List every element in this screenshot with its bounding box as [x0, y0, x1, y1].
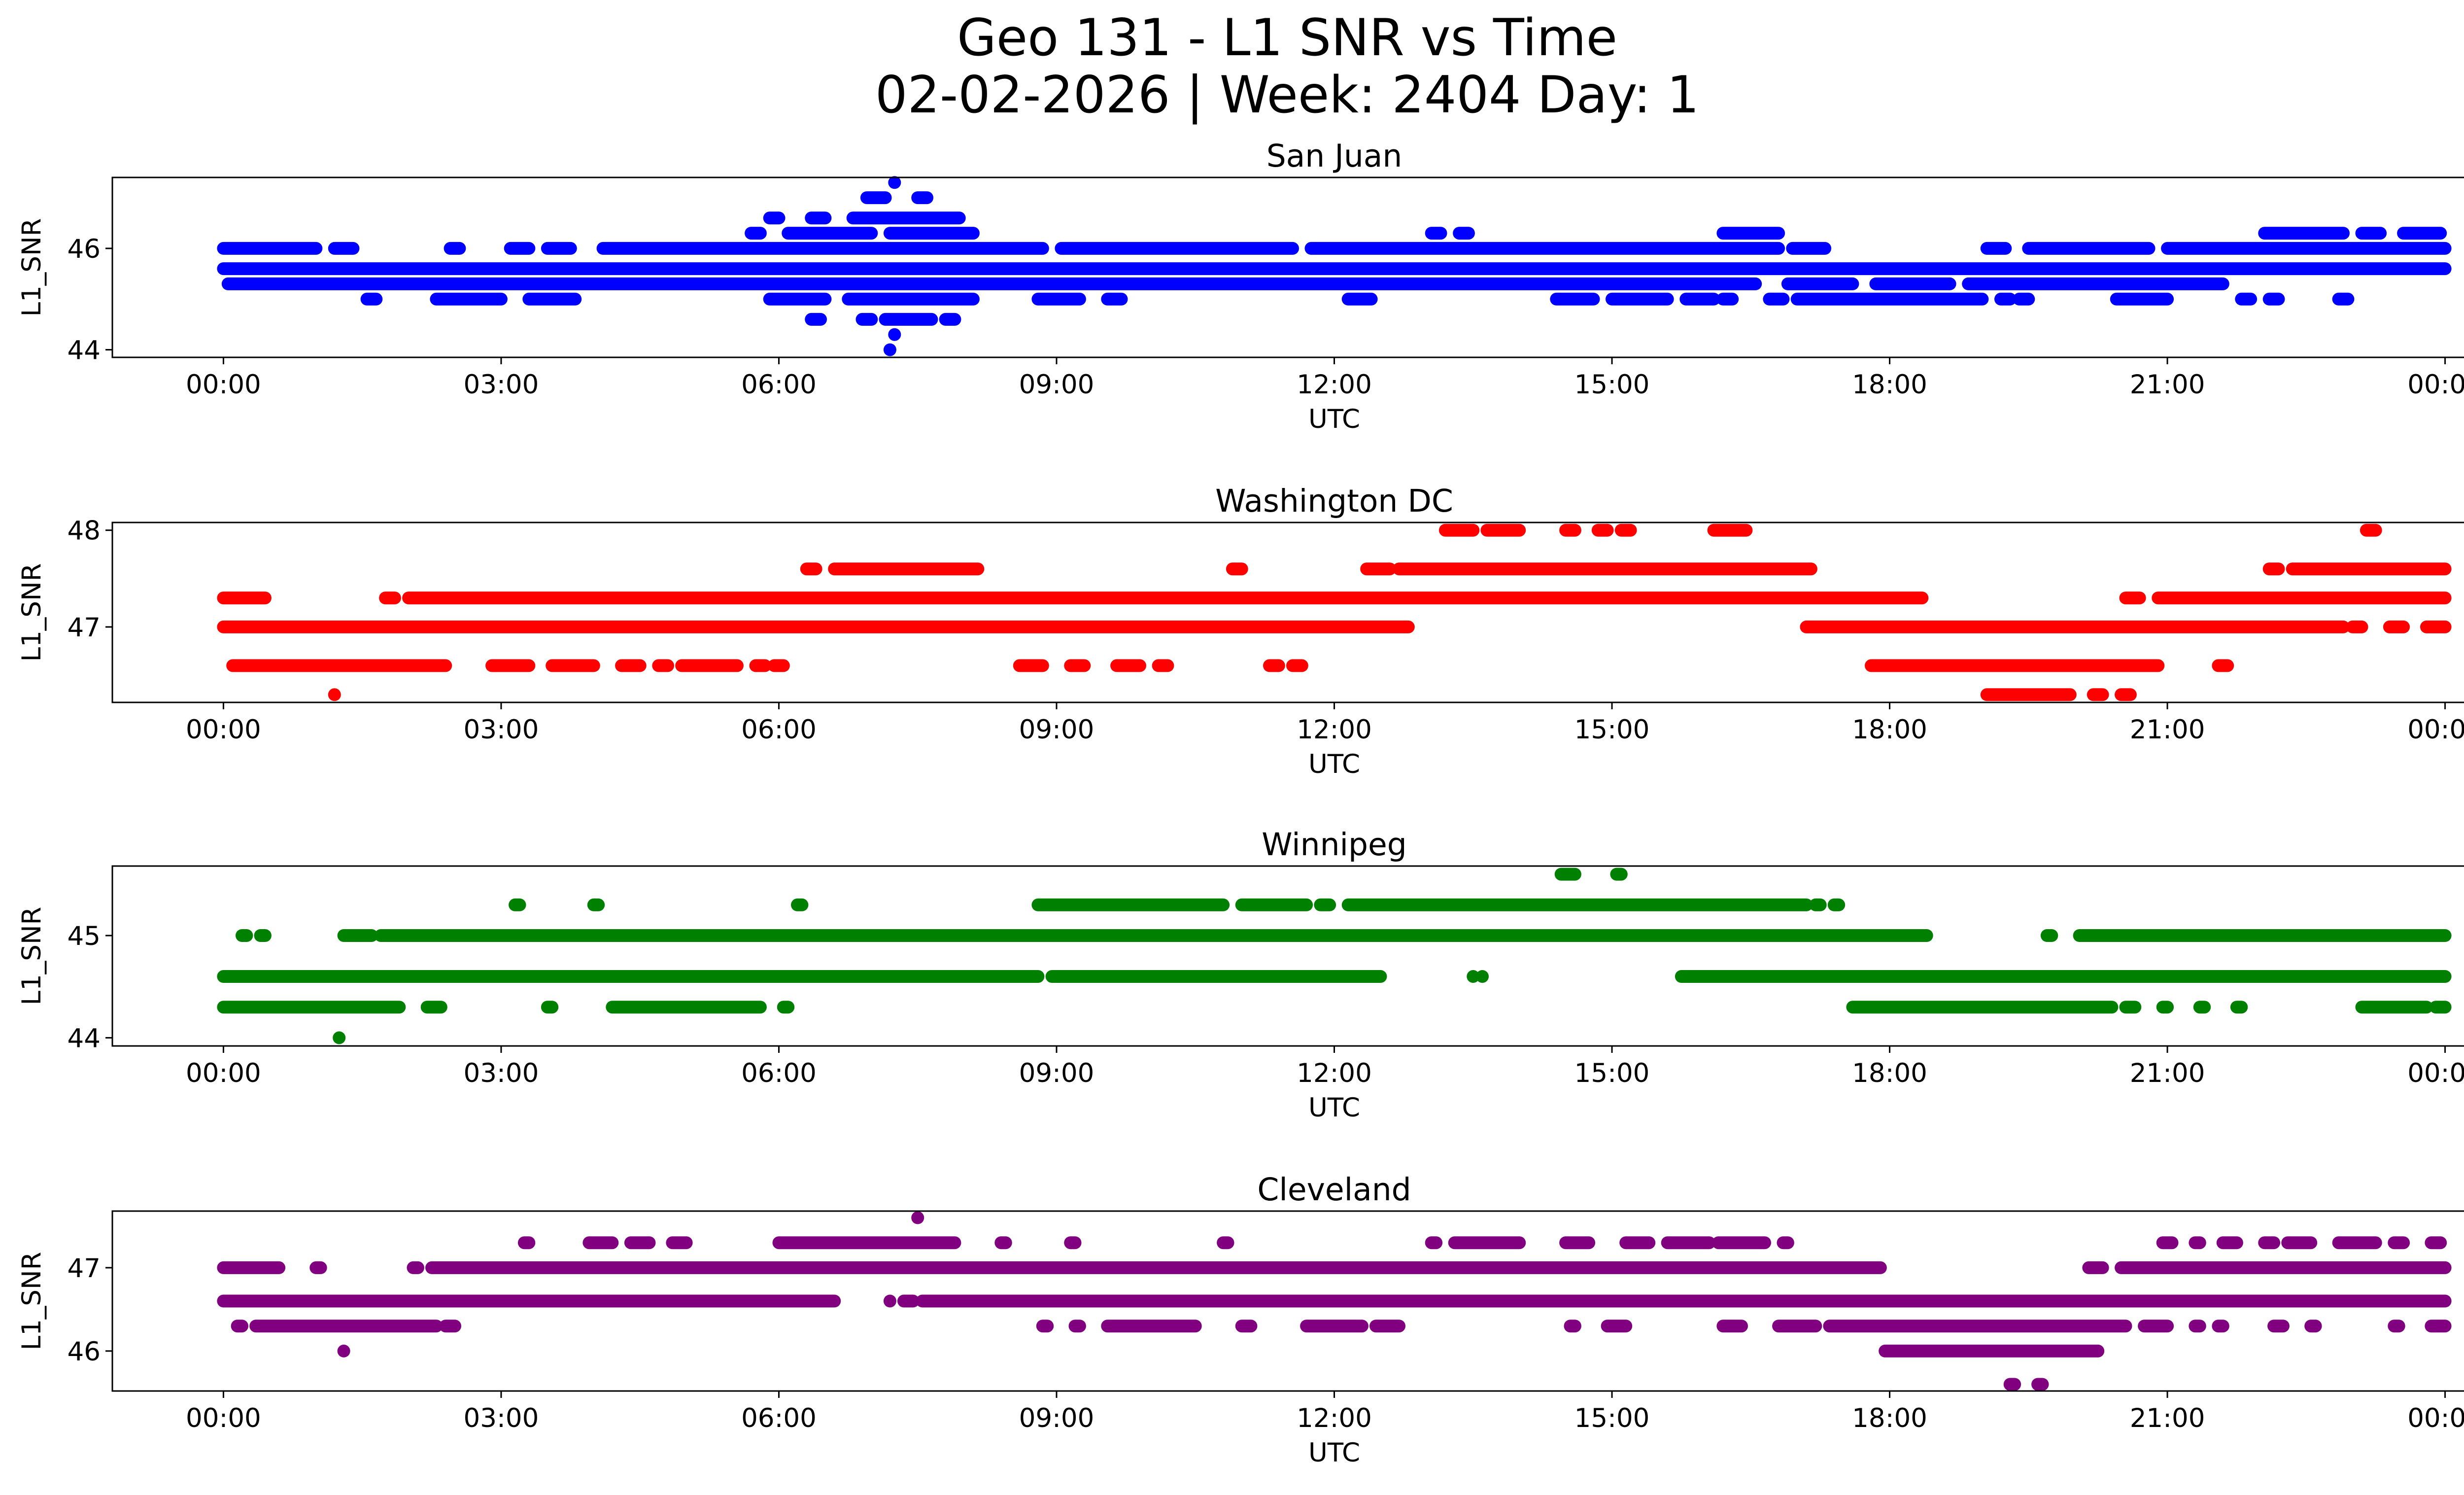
x-tick-label: 09:00	[1019, 1058, 1095, 1088]
x-tick-label: 09:00	[1019, 370, 1095, 400]
x-tick-label: 03:00	[464, 715, 539, 745]
x-tick-label: 00:00	[2407, 370, 2464, 400]
y-axis-label: L1_SNR	[17, 563, 47, 662]
subplot-title: Cleveland	[1257, 1172, 1411, 1208]
x-tick-label: 21:00	[2130, 715, 2205, 745]
data-point	[337, 1344, 350, 1357]
y-tick-label: 44	[68, 1023, 101, 1053]
x-tick-label: 18:00	[1852, 370, 1927, 400]
subplot-panels: San Juan 00:00 03:00 06:00 09:00 12:00 15:00 18…	[17, 138, 2464, 1468]
subplot-san-juan: San Juan 00:00 03:00 06:00 09:00 12:00 15:00 18…	[17, 138, 2464, 434]
subplot-title: Winnipeg	[1262, 827, 1407, 863]
y-axis-label: L1_SNR	[17, 218, 47, 317]
x-tick-label: 06:00	[741, 715, 817, 745]
data-point	[333, 1031, 346, 1044]
x-tick-label: 00:00	[186, 1058, 261, 1088]
data-points	[217, 1211, 2452, 1391]
x-tick-label: 00:00	[186, 1403, 261, 1433]
y-tick-label: 45	[68, 921, 101, 951]
y-tick-label: 46	[68, 1337, 101, 1367]
x-tick-label: 21:00	[2130, 1403, 2205, 1433]
subplot-washington-dc: Washington DC 00:00 03:00 06:00 09:00 12:00 15…	[17, 483, 2464, 779]
axes-frame	[111, 522, 2464, 703]
data-point	[888, 328, 901, 341]
data-points	[217, 523, 2452, 701]
x-tick-label: 06:00	[741, 370, 817, 400]
x-tick-label: 12:00	[1297, 1058, 1372, 1088]
y-axis-label: L1_SNR	[17, 1252, 47, 1351]
x-tick-label: 03:00	[464, 1058, 539, 1088]
x-tick-label: 18:00	[1852, 1403, 1927, 1433]
data-point	[328, 688, 341, 701]
x-tick-label: 09:00	[1019, 1403, 1095, 1433]
x-tick-label: 06:00	[741, 1058, 817, 1088]
x-tick-label: 12:00	[1297, 1403, 1372, 1433]
y-tick-label: 47	[68, 1253, 101, 1284]
data-points	[217, 176, 2452, 356]
data-point	[883, 343, 896, 356]
x-tick-label: 18:00	[1852, 715, 1927, 745]
x-tick-label: 00:00	[2407, 715, 2464, 745]
x-tick-label: 09:00	[1019, 715, 1095, 745]
x-tick-label: 18:00	[1852, 1058, 1927, 1088]
x-tick-label: 06:00	[741, 1403, 817, 1433]
data-point	[911, 1211, 924, 1224]
figure-title-line1: Geo 131 - L1 SNR vs Time	[957, 8, 1617, 68]
x-tick-label: 21:00	[2130, 1058, 2205, 1088]
data-point	[883, 1294, 896, 1308]
x-tick-label: 00:00	[186, 715, 261, 745]
y-tick-label: 44	[68, 336, 101, 366]
x-tick-label: 15:00	[1574, 1058, 1650, 1088]
x-axis-label: UTC	[1308, 1093, 1360, 1123]
data-point	[888, 176, 901, 189]
x-tick-label: 12:00	[1297, 370, 1372, 400]
x-axis-label: UTC	[1308, 1438, 1360, 1468]
y-tick-label: 48	[68, 516, 101, 546]
y-tick-label: 47	[68, 613, 101, 643]
x-tick-label: 21:00	[2130, 370, 2205, 400]
x-tick-label: 15:00	[1574, 1403, 1650, 1433]
figure-title-line2: 02-02-2026 | Week: 2404 Day: 1	[875, 66, 1699, 125]
subplot-winnipeg: Winnipeg 00:00 03:00 06:00 09:00 12:00 15:00 18…	[17, 827, 2464, 1123]
y-axis-label: L1_SNR	[17, 907, 47, 1006]
x-tick-label: 00:00	[2407, 1058, 2464, 1088]
x-tick-label: 15:00	[1574, 370, 1650, 400]
subplot-title: Washington DC	[1215, 483, 1453, 519]
y-tick-label: 46	[68, 234, 101, 264]
subplot-cleveland: Cleveland 00:00 03:00 06:00 09:00 12:00 15:00 1…	[17, 1172, 2464, 1468]
x-tick-label: 00:00	[2407, 1403, 2464, 1433]
x-tick-label: 03:00	[464, 370, 539, 400]
x-tick-label: 00:00	[186, 370, 261, 400]
x-tick-label: 03:00	[464, 1403, 539, 1433]
data-point	[1467, 970, 1480, 983]
x-tick-label: 12:00	[1297, 715, 1372, 745]
axes-frame	[111, 865, 2464, 1047]
subplot-title: San Juan	[1266, 138, 1403, 174]
data-points	[217, 868, 2452, 1044]
x-axis-label: UTC	[1308, 749, 1360, 779]
data-point	[1476, 970, 1489, 983]
x-tick-label: 15:00	[1574, 715, 1650, 745]
x-axis-label: UTC	[1308, 404, 1360, 434]
